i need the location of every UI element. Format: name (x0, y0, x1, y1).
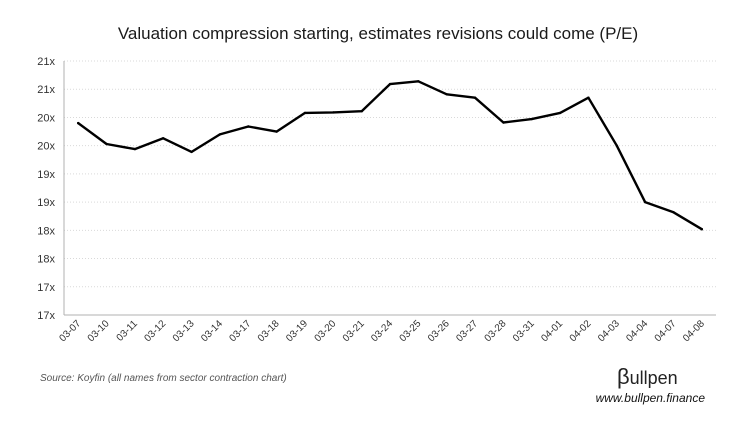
data-point (275, 130, 278, 133)
brand-url: www.bullpen.finance (596, 391, 706, 405)
data-point (700, 228, 703, 231)
x-tick-label: 03-24 (369, 318, 395, 344)
x-tick-label: 03-13 (171, 318, 197, 344)
source-note: Source: Koyfin (all names from sector co… (40, 373, 287, 384)
x-tick-label: 03-17 (228, 318, 254, 344)
y-tick-label: 17x (37, 310, 55, 322)
x-tick-label: 04-04 (624, 318, 650, 344)
data-point (218, 133, 222, 136)
data-point (558, 111, 562, 115)
brand-name: ullpen (630, 368, 678, 388)
data-point (332, 111, 335, 114)
data-point (360, 110, 363, 113)
data-point (190, 150, 193, 154)
x-tick-label: 03-11 (115, 318, 141, 344)
data-point (388, 82, 392, 86)
data-point (615, 144, 618, 147)
data-point (672, 211, 675, 214)
y-tick-label: 18x (37, 254, 55, 266)
x-tick-label: 03-07 (57, 318, 83, 344)
x-tick-label: 03-27 (454, 318, 480, 344)
x-tick-label: 03-10 (86, 318, 112, 344)
data-point (530, 117, 533, 121)
data-point (502, 121, 505, 124)
data-point (105, 142, 108, 146)
y-tick-label: 21x (37, 84, 55, 96)
y-tick-label: 19x (37, 197, 55, 209)
data-point (473, 96, 477, 99)
x-tick-label: 03-21 (341, 318, 367, 344)
y-tick-label: 21x (37, 56, 55, 68)
data-point (643, 200, 647, 204)
x-tick-label: 04-07 (653, 318, 679, 344)
x-tick-label: 03-25 (398, 318, 424, 344)
x-tick-label: 04-02 (568, 318, 594, 344)
x-tick-label: 03-28 (483, 318, 509, 344)
x-tick-label: 03-19 (284, 318, 310, 344)
series-line (76, 80, 703, 231)
data-point (77, 121, 80, 125)
x-tick-label: 03-14 (199, 318, 225, 344)
x-tick-label: 04-03 (596, 318, 622, 344)
x-tick-label: 03-31 (511, 318, 537, 344)
x-tick-label: 03-20 (313, 318, 339, 344)
gridlines (63, 60, 716, 316)
x-tick-label: 03-12 (142, 318, 168, 344)
data-point (162, 137, 165, 140)
x-tick-label: 04-01 (539, 318, 565, 344)
y-axis-ticks: 17x 17x 18x 18x 19x 19x 20x 20x 21x 21x (37, 56, 55, 322)
y-tick-label: 19x (37, 169, 55, 181)
x-tick-label: 03-26 (426, 318, 452, 344)
data-point (303, 111, 307, 115)
y-tick-label: 20x (37, 141, 55, 153)
brand-symbol: β (617, 364, 630, 389)
series-layer (76, 80, 703, 231)
data-point (133, 147, 137, 151)
data-point (247, 125, 250, 128)
data-point (417, 80, 420, 83)
y-tick-label: 17x (37, 282, 55, 294)
x-axis-ticks: 03-07 03-10 03-11 03-12 03-13 03-14 03-17 03-18… (57, 318, 707, 344)
y-tick-label: 18x (37, 225, 55, 237)
x-tick-label: 04-08 (681, 318, 707, 344)
brand-logo: βullpen (617, 364, 678, 389)
y-tick-label: 20x (37, 112, 55, 124)
chart-title: Valuation compression starting, estimate… (118, 24, 638, 43)
data-point (445, 93, 448, 96)
x-tick-label: 03-18 (256, 318, 282, 344)
data-point (587, 96, 590, 99)
